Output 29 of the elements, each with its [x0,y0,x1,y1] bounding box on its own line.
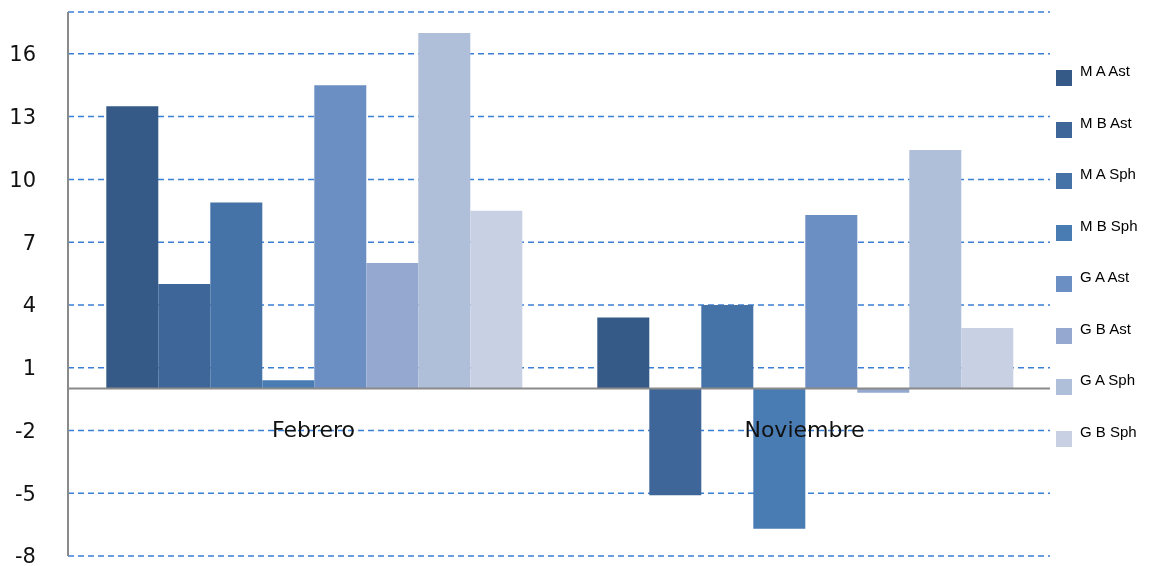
bar [158,284,211,389]
y-tick-label: 4 [22,293,36,318]
bar [314,85,367,389]
y-tick-label: 13 [9,105,36,130]
bar [106,106,159,389]
legend-label: G B Sph [1080,422,1137,440]
legend-label: M A Sph [1080,165,1136,182]
bar [366,263,419,389]
y-tick-label: 10 [9,167,36,192]
legend-label: M B Ast [1080,113,1132,131]
bar [649,388,702,496]
legend-label: G B Ast [1080,319,1131,337]
bar [805,214,858,389]
bar [470,210,523,389]
y-tick-label: 16 [9,42,36,67]
bar [418,32,471,389]
y-tick-label: -2 [15,418,36,443]
bar [701,304,754,389]
bar [597,317,650,389]
legend-label: M B Sph [1080,216,1138,234]
legend-label: M A Ast [1080,62,1131,79]
legend-label: G A Sph [1080,371,1136,388]
bar [961,327,1014,389]
y-tick-label: 7 [22,230,36,255]
y-tick-label: 1 [22,356,36,381]
bar [909,150,962,389]
legend-label: G A Ast [1080,268,1130,285]
y-tick-label: -5 [15,481,36,506]
y-tick-label: -8 [15,544,36,566]
